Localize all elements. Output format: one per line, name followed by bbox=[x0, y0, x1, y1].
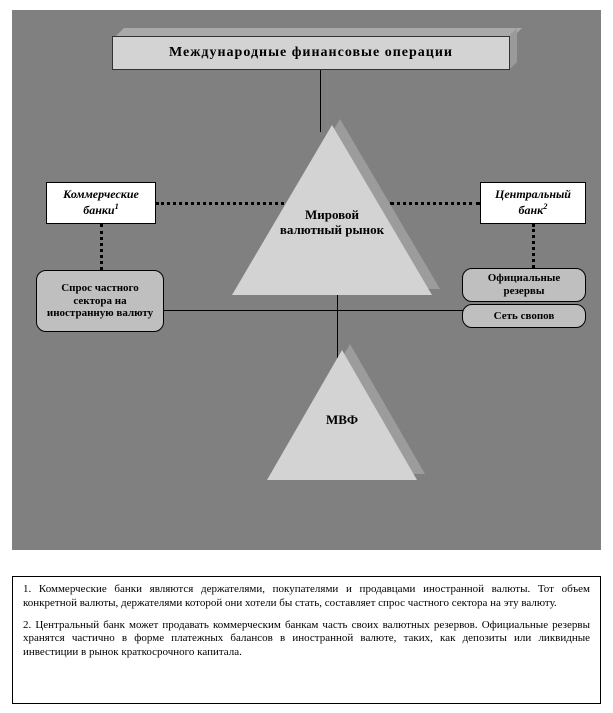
box-swap-network-label: Сеть свопов bbox=[494, 310, 555, 323]
footnotes-panel: 1. Коммерческие банки являются держателя… bbox=[12, 576, 601, 704]
triangle-imf-label: МВФ bbox=[287, 412, 397, 428]
title-text: Международные финансовые операции bbox=[112, 36, 510, 70]
title-bar-3d-side bbox=[509, 28, 517, 70]
edge-central-to-reserves bbox=[532, 224, 535, 268]
edge-commercial-to-demand bbox=[100, 224, 103, 270]
footnote-ref-2: 2 bbox=[543, 202, 547, 211]
box-official-reserves: Официальные резервы bbox=[462, 268, 586, 302]
triangle-market-label: Мировой валютный рынок bbox=[277, 207, 387, 238]
footnote-1: 1. Коммерческие банки являются держателя… bbox=[23, 583, 590, 611]
title-bar: Международные финансовые операции bbox=[112, 28, 512, 70]
footnote-2: 2. Центральный банк может продавать комм… bbox=[23, 619, 590, 660]
footnote-ref-1: 1 bbox=[115, 202, 119, 211]
canvas: Международные финансовые операции Мирово… bbox=[0, 0, 613, 713]
triangle-market: Мировой валютный рынок bbox=[232, 125, 432, 295]
box-private-demand-label: Спрос частного сектора на иностранную ва… bbox=[43, 282, 157, 320]
box-commercial-banks: Коммерческие банки1 bbox=[46, 182, 156, 224]
box-private-demand: Спрос частного сектора на иностранную ва… bbox=[36, 270, 164, 332]
triangle-imf: МВФ bbox=[267, 350, 417, 480]
box-swap-network: Сеть свопов bbox=[462, 304, 586, 328]
box-central-bank-label: Центральный банк bbox=[495, 187, 571, 217]
edge-mid-horizontal bbox=[132, 310, 482, 311]
box-official-reserves-label: Официальные резервы bbox=[469, 272, 579, 297]
diagram-area: Международные финансовые операции Мирово… bbox=[12, 10, 601, 550]
box-central-bank: Центральный банк2 bbox=[480, 182, 586, 224]
box-commercial-banks-label: Коммерческие банки bbox=[63, 187, 139, 217]
title-bar-3d-top bbox=[116, 28, 522, 36]
